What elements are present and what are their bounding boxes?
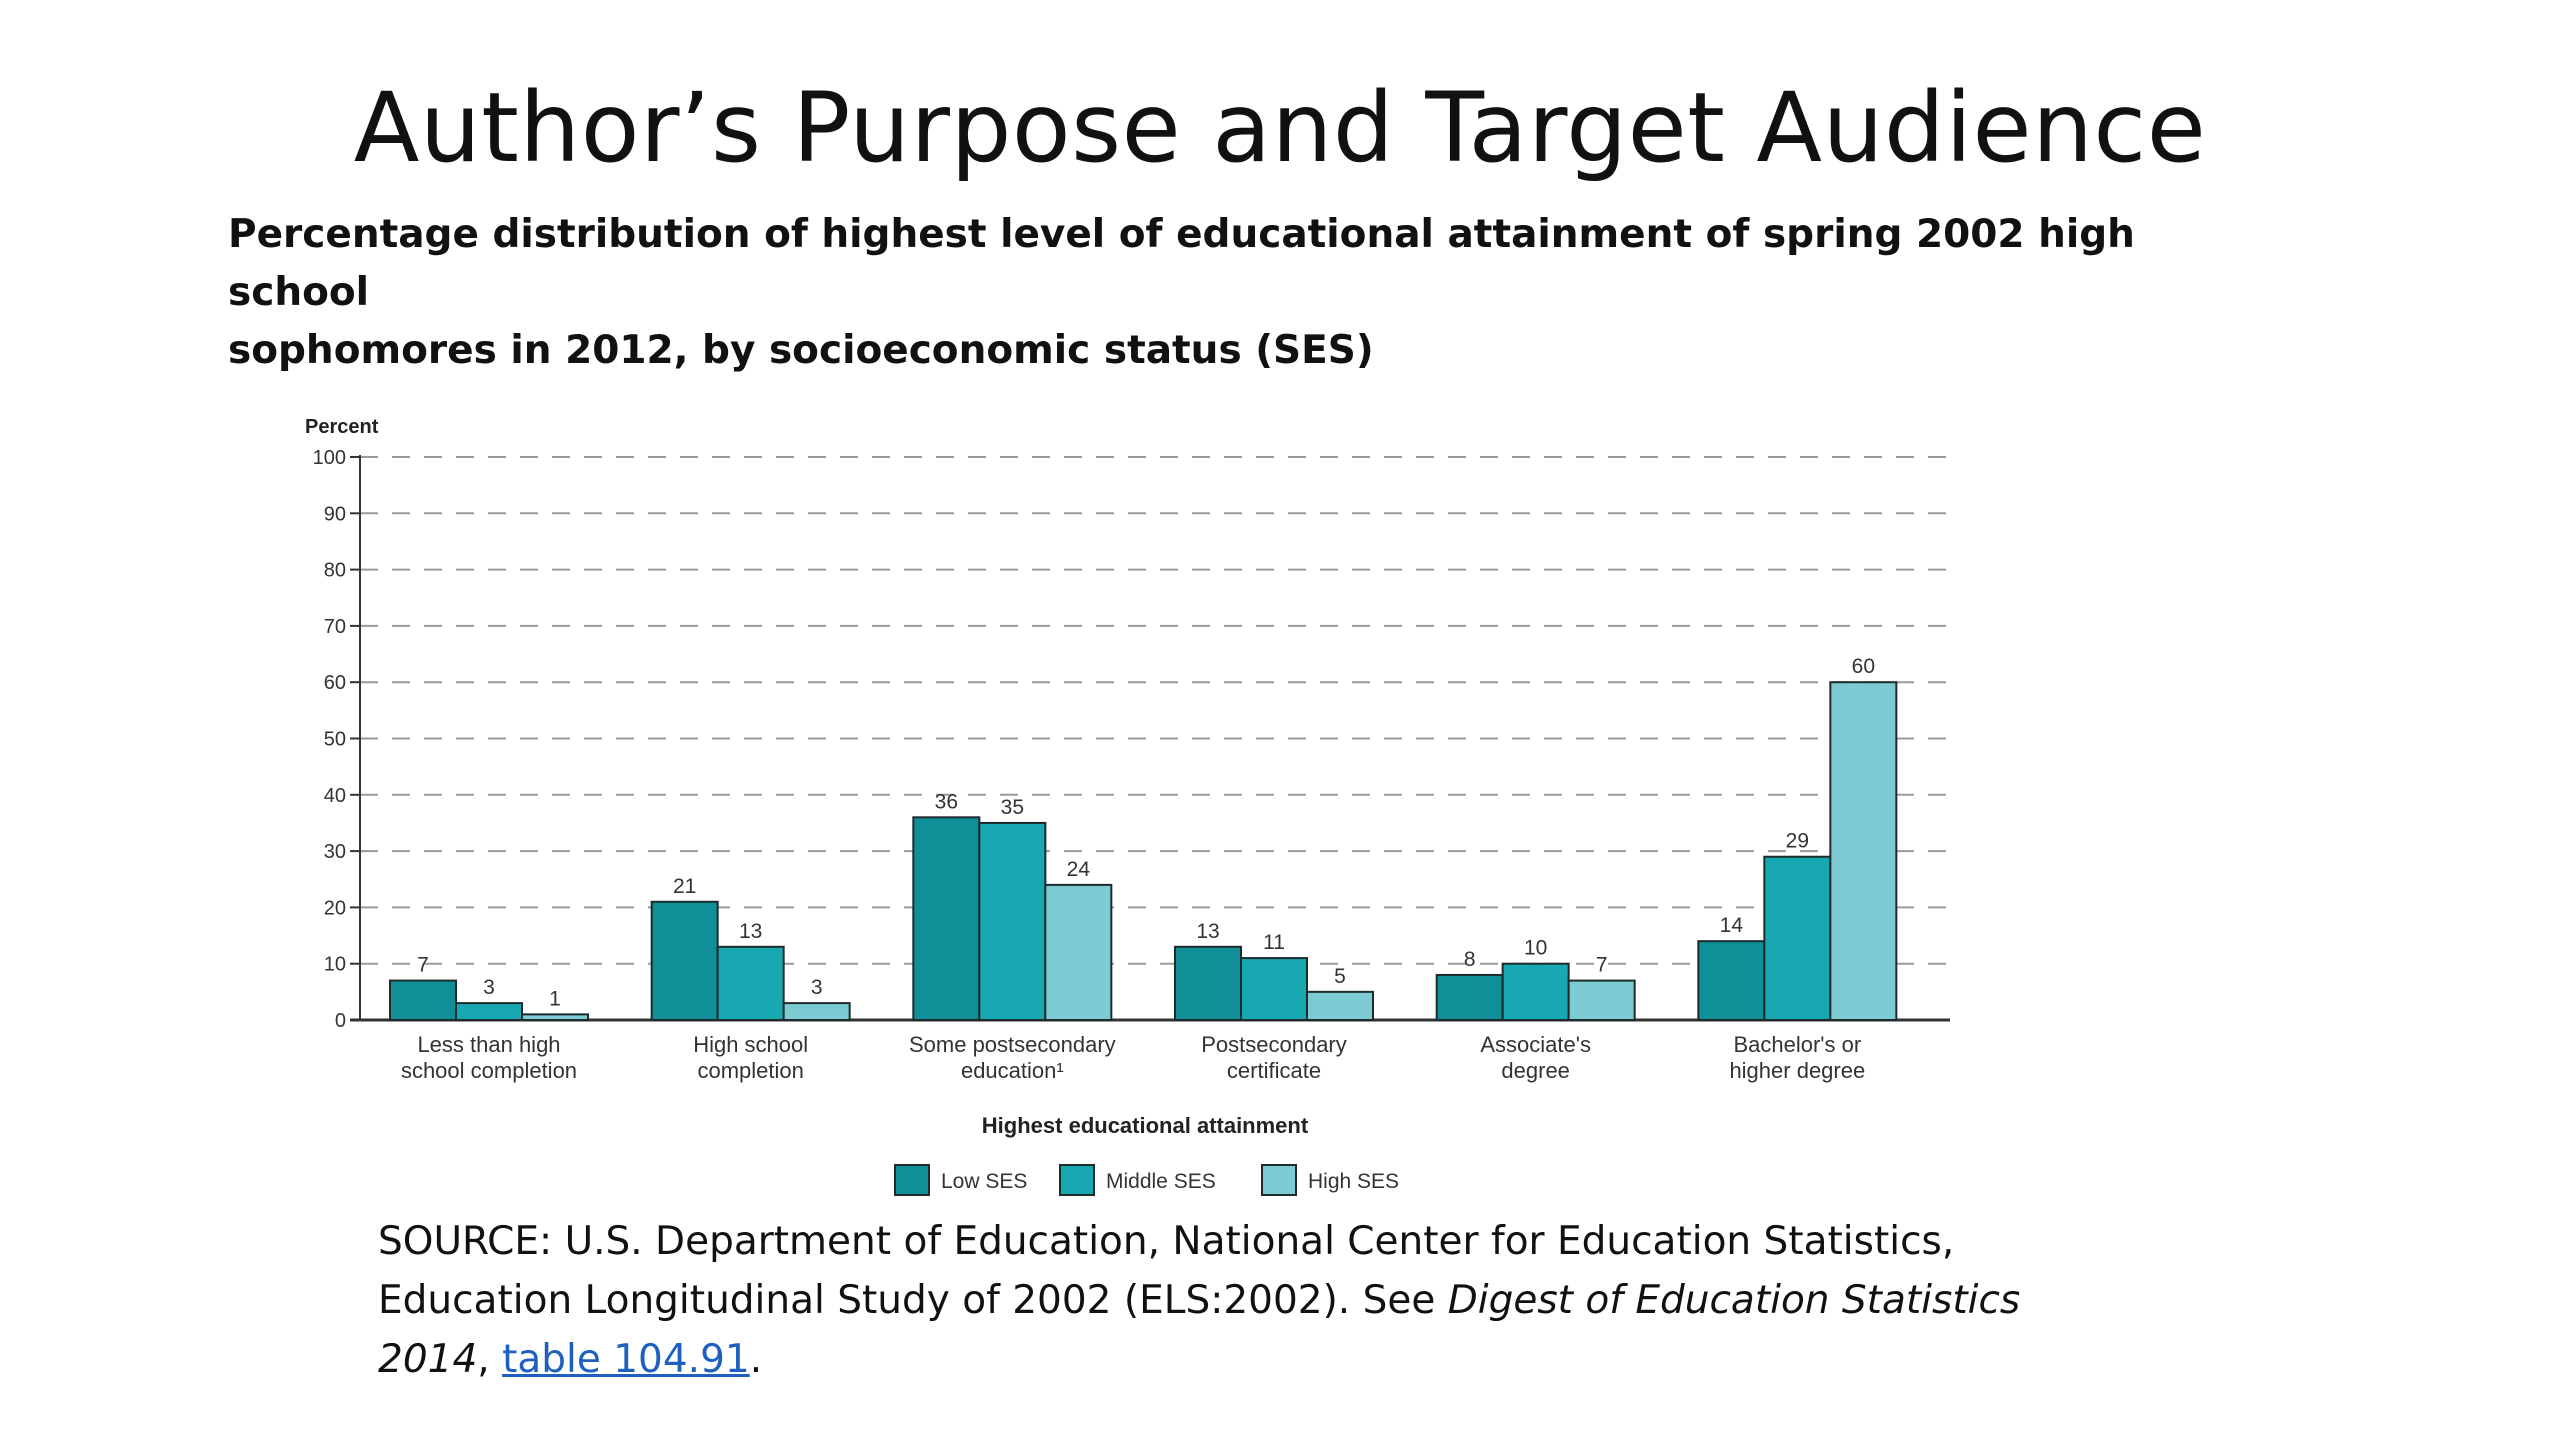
source-line-3: 2014, table 104.91.: [378, 1330, 2078, 1389]
source-digest-year: 2014: [378, 1337, 478, 1382]
bar: [389, 979, 457, 1022]
bar-value-label: 8: [1464, 948, 1476, 971]
bar-value-label: 3: [811, 976, 823, 999]
bar: [455, 1002, 523, 1021]
source-line-2: Education Longitudinal Study of 2002 (EL…: [378, 1271, 2078, 1330]
y-tick-label: 10: [324, 954, 346, 976]
source-comma: ,: [477, 1337, 503, 1382]
bar-value-label: 13: [1196, 920, 1219, 943]
x-tick-label: higher degree: [1729, 1058, 1865, 1083]
y-tick-label: 30: [324, 841, 346, 863]
bar: [782, 1002, 851, 1021]
y-tick-label: 80: [324, 560, 346, 582]
bar-value-label: 29: [1786, 830, 1809, 853]
bar: [1306, 990, 1374, 1021]
legend-label: Middle SES: [1106, 1170, 1216, 1193]
bar: [1567, 979, 1636, 1022]
bar: [1044, 883, 1113, 1021]
chart-heading: Percentage distribution of highest level…: [228, 206, 2228, 380]
x-tick-label: completion: [697, 1058, 803, 1083]
bar-value-label: 24: [1067, 858, 1091, 881]
x-tick-label: school completion: [401, 1058, 577, 1083]
bar-value-label: 3: [483, 976, 495, 999]
legend-swatch: [1261, 1164, 1297, 1196]
source-note: SOURCE: U.S. Department of Education, Na…: [378, 1212, 2078, 1389]
bar: [1240, 957, 1308, 1022]
bar-value-label: 21: [673, 875, 696, 898]
bar-value-label: 10: [1524, 937, 1547, 960]
y-tick-label: 70: [324, 616, 346, 638]
bar: [1501, 962, 1570, 1022]
x-axis-title: Highest educational attainment: [982, 1113, 1309, 1138]
x-tick-label: Some postsecondary: [909, 1032, 1116, 1057]
bar-value-label: 14: [1720, 914, 1744, 937]
bar-value-label: 7: [1596, 954, 1608, 977]
bar: [716, 945, 785, 1021]
y-tick-label: 60: [324, 672, 346, 694]
bar: [912, 816, 981, 1021]
bar: [1435, 973, 1504, 1022]
bar-value-label: 5: [1334, 965, 1346, 988]
y-tick-label: 20: [324, 897, 346, 919]
x-tick-label: certificate: [1227, 1058, 1321, 1083]
bar: [1829, 681, 1898, 1021]
bar: [1697, 940, 1766, 1021]
x-tick-label: Less than high: [417, 1032, 560, 1057]
bar-value-label: 11: [1263, 931, 1285, 954]
bar-value-label: 60: [1852, 655, 1875, 678]
source-line-1: SOURCE: U.S. Department of Education, Na…: [378, 1219, 1955, 1264]
x-tick-label: Associate's: [1480, 1032, 1591, 1057]
chart-heading-line-1: Percentage distribution of highest level…: [228, 212, 2135, 315]
y-tick-label: 0: [335, 1010, 346, 1032]
legend-label: High SES: [1308, 1170, 1399, 1193]
source-period: .: [749, 1337, 763, 1382]
y-axis-title: Percent: [305, 416, 379, 438]
table-link[interactable]: table 104.91: [502, 1337, 750, 1382]
y-tick-label: 40: [324, 785, 346, 807]
x-tick-label: Bachelor's or: [1733, 1032, 1861, 1057]
slide-title: Author’s Purpose and Target Audience: [353, 72, 2207, 184]
chart-heading-line-2: sophomores in 2012, by socioeconomic sta…: [228, 328, 1374, 373]
legend-swatch: [894, 1164, 930, 1196]
bar-value-label: 36: [935, 790, 958, 813]
bar-value-label: 13: [739, 920, 762, 943]
bar-value-label: 7: [417, 954, 429, 977]
bar: [978, 821, 1047, 1022]
source-line-2-text: Education Longitudinal Study of 2002 (EL…: [378, 1278, 1448, 1323]
x-tick-label: education¹: [961, 1058, 1064, 1083]
bar-value-label: 1: [549, 987, 561, 1010]
y-tick-label: 100: [313, 447, 346, 469]
bar: [521, 1013, 589, 1021]
bar: [1763, 855, 1832, 1021]
x-tick-label: High school: [693, 1032, 808, 1057]
x-tick-label: degree: [1501, 1058, 1570, 1083]
legend-swatch: [1059, 1164, 1095, 1196]
bar-value-label: 35: [1001, 796, 1024, 819]
legend-label: Low SES: [941, 1170, 1027, 1193]
x-tick-label: Postsecondary: [1201, 1032, 1347, 1057]
bar: [1174, 945, 1242, 1021]
y-tick-label: 90: [324, 503, 346, 525]
bar: [650, 900, 719, 1022]
source-digest-title: Digest of Education Statistics: [1447, 1278, 2021, 1323]
y-tick-label: 50: [324, 729, 346, 751]
